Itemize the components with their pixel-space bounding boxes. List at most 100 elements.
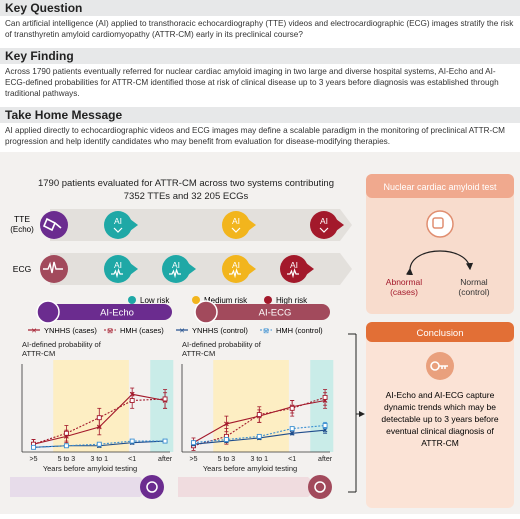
x-tick-label: <1 (288, 456, 296, 463)
ecg-label: ECG (13, 264, 31, 274)
legend-hmh-control-marker: ⊠ (263, 328, 269, 335)
x-tick-label: after (318, 456, 333, 463)
data-point (162, 396, 168, 402)
ai-ecg-title: AI-ECG (259, 308, 292, 319)
data-point (256, 433, 262, 439)
ecg-ai-node-high: AI (280, 255, 314, 283)
ecg-ai-node-low: AI (162, 255, 196, 283)
data-point (289, 430, 295, 436)
data-point (322, 394, 328, 400)
x-tick-label: >5 (30, 456, 38, 463)
data-point (289, 426, 295, 432)
conclusion-title: Conclusion (417, 328, 464, 339)
echo-progression-arrow (10, 475, 164, 499)
conclusion-box: Conclusion AI-Echo and AI-ECG capture dy… (366, 322, 514, 508)
data-point (96, 441, 102, 447)
conclusion-line-4: eventual clinical diagnosis of (386, 426, 494, 436)
y-axis-label-line-2: ATTR-CM (182, 349, 215, 358)
conclusion-line-1: AI-Echo and AI-ECG capture (386, 390, 495, 400)
ai-node-label: AI (114, 260, 122, 270)
risk-legend: Low risk Medium risk High risk (128, 296, 308, 305)
ai-ecg-wave-icon (194, 300, 218, 324)
legend-high-label: High risk (276, 296, 308, 305)
x-tick-label: 5 to 3 (218, 456, 236, 463)
ai-node-label: AI (172, 260, 180, 270)
ecg-mini-icon (111, 267, 123, 279)
y-axis-label-line-2: ATTR-CM (22, 349, 55, 358)
key-question-text: Can artificial intelligence (AI) applied… (5, 19, 514, 39)
normal-label: Normal (460, 277, 488, 287)
data-point (96, 415, 102, 421)
key-question-section: Key Question Can artificial intelligence… (0, 0, 520, 46)
data-point (129, 398, 135, 403)
normal-sub-label: (control) (458, 287, 489, 297)
legend-ynhhs-cases-marker: ✕ (31, 328, 37, 335)
ecg-ai-node-low: AI (104, 255, 138, 283)
ai-node-label: AI (232, 216, 240, 226)
data-point (322, 423, 328, 428)
ai-ecg-header: AI-ECG (194, 300, 330, 324)
x-tick-label: 3 to 1 (91, 456, 109, 463)
legend-medium-dot (192, 296, 200, 304)
series-line (193, 424, 326, 444)
legend-low-label: Low risk (140, 296, 170, 305)
key-finding-text: Across 1790 patients eventually referred… (5, 67, 499, 98)
legend-low-dot (128, 296, 136, 304)
series-line (33, 440, 166, 448)
scanner-icon (426, 210, 454, 238)
x-tick-label: after (158, 456, 173, 463)
legend-ynhhs-cases: YNHHS (cases) (44, 326, 97, 335)
tte-ai-node-low: AI (104, 211, 138, 239)
echo-mini-icon (319, 227, 329, 233)
tte-ai-node-high: AI (310, 211, 344, 239)
legend-ynhhs-control-marker: ✕ (179, 328, 185, 335)
ecg-mini-icon (169, 267, 181, 279)
x-tick-label: 5 to 3 (58, 456, 76, 463)
legend-high-dot (264, 296, 272, 304)
conclusion-line-5: ATTR-CM (421, 438, 459, 448)
ai-node-label: AI (114, 216, 122, 226)
x-tick-label: 3 to 1 (251, 456, 269, 463)
ecg-bottom-icon (308, 475, 332, 499)
key-finding-section: Key Finding Across 1790 patients eventua… (0, 48, 520, 104)
legend-hmh-cases-marker: ⊠ (107, 328, 113, 335)
data-point (63, 430, 69, 436)
nuclear-test-title: Nuclear cardiac amyloid test (383, 182, 497, 192)
ai-echo-header: AI-Echo (36, 300, 172, 324)
tte-label: TTE (14, 214, 30, 224)
ecg-mini-icon (287, 267, 299, 279)
x-axis-label: Years before amyloid testing (203, 464, 297, 473)
legend-ynhhs-control: YNHHS (control) (192, 326, 248, 335)
tte-sub-label: (Echo) (10, 225, 34, 234)
after-highlight-band (310, 360, 334, 452)
take-home-section: Take Home Message AI applied directly to… (0, 107, 520, 151)
key-finding-heading: Key Finding (0, 48, 520, 64)
data-point (224, 421, 229, 427)
echo-mini-icon (113, 227, 123, 233)
data-point (129, 438, 135, 444)
x-axis-label: Years before amyloid testing (43, 464, 137, 473)
cohort-line-1: 1790 patients evaluated for ATTR-CM acro… (38, 178, 334, 189)
ecg-wave-icon (40, 255, 68, 283)
y-axis-label-line-1: AI-defined probability of (22, 340, 102, 349)
ai-node-label: AI (290, 260, 298, 270)
echo-bottom-icon (140, 475, 164, 499)
legend-hmh-cases: HMH (cases) (120, 326, 164, 335)
chart-legend: ✕ YNHHS (cases) ⊠ HMH (cases) ✕ YNHHS (c… (28, 326, 323, 335)
tte-ai-node-medium: AI (222, 211, 256, 239)
take-home-heading: Take Home Message (0, 107, 520, 123)
ai-node-label: AI (232, 260, 240, 270)
y-axis-label-line-1: AI-defined probability of (182, 340, 262, 349)
data-point (289, 405, 295, 411)
nuclear-test-box: Nuclear cardiac amyloid test Abnormal (c… (366, 174, 514, 314)
x-tick-label: >5 (190, 456, 198, 463)
data-point (162, 438, 168, 444)
key-question-heading: Key Question (0, 0, 520, 16)
data-point (223, 437, 229, 442)
legend-hmh-control: HMH (control) (276, 326, 323, 335)
data-point (31, 444, 36, 450)
echo-mini-icon (231, 227, 241, 233)
cohort-line-2: 7352 TTEs and 32 205 ECGs (124, 191, 249, 202)
